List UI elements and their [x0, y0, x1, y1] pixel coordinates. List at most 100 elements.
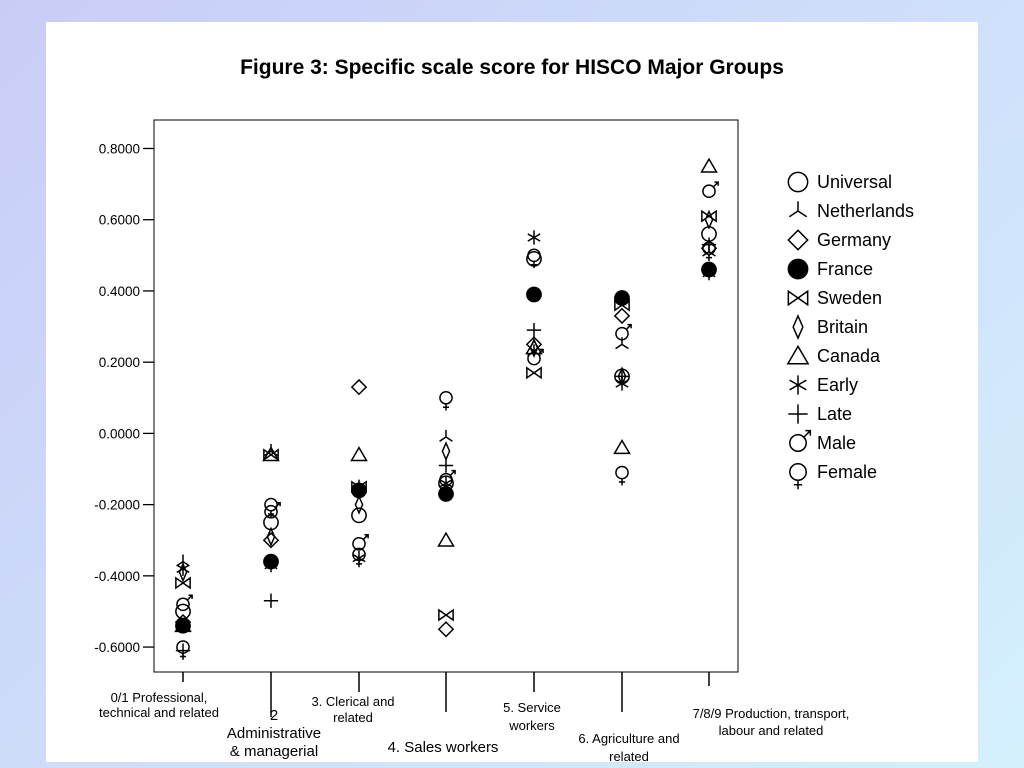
legend-marker-early — [789, 375, 807, 395]
x-category-label: 0/1 Professional, — [111, 690, 208, 705]
legend-label: France — [817, 259, 873, 279]
data-point-sweden — [438, 608, 454, 622]
data-point-male — [176, 594, 193, 612]
data-point-netherlands — [264, 444, 278, 457]
x-category-label: Administrative — [227, 725, 321, 742]
data-point-canada — [613, 439, 631, 455]
data-point-britain — [354, 494, 364, 515]
x-category-label: related — [333, 710, 373, 725]
data-point-early — [527, 230, 541, 245]
x-category-label: labour and related — [719, 723, 824, 738]
legend-label: Sweden — [817, 288, 882, 308]
data-points — [174, 157, 719, 660]
data-point-early — [702, 265, 716, 281]
data-point-late — [351, 483, 367, 498]
data-point-germany — [350, 378, 368, 396]
plot-frame — [153, 119, 739, 673]
data-point-germany — [613, 307, 631, 325]
legend-marker-late — [788, 404, 808, 424]
legend-label: Netherlands — [817, 201, 914, 221]
y-tick-label: -0.2000 — [94, 498, 140, 513]
x-category-label: 6. Agriculture and — [578, 731, 679, 746]
y-tick-label: 0.2000 — [99, 355, 140, 370]
data-point-canada — [350, 446, 368, 462]
slide-panel: Figure 3: Specific scale score for HISCO… — [46, 22, 978, 762]
data-point-britain — [266, 526, 276, 547]
data-point-late — [614, 369, 630, 384]
legend-label: Britain — [817, 317, 868, 337]
legend-marker-universal — [787, 171, 809, 193]
legend-marker-netherlands — [788, 201, 808, 218]
data-point-britain — [441, 441, 451, 462]
x-category-label: 5. Service — [503, 700, 561, 715]
x-category-label: & managerial — [230, 743, 318, 760]
legend-label: Canada — [817, 346, 881, 366]
data-point-late — [263, 593, 279, 608]
data-point-male — [702, 181, 719, 199]
data-point-female — [264, 497, 278, 518]
x-category-label: technical and related — [99, 705, 219, 720]
legend-marker-canada — [786, 344, 810, 365]
y-tick-label: -0.4000 — [94, 569, 140, 584]
data-point-sweden — [175, 576, 191, 590]
data-point-britain — [704, 209, 714, 230]
data-point-male — [527, 348, 544, 366]
scatter-chart: 0.8000 0.6000 0.4000 0.2000 0.0000 -0.2000 -0.… — [94, 119, 914, 762]
legend-label: Late — [817, 404, 852, 424]
data-point-canada — [262, 446, 280, 462]
data-point-late — [526, 322, 542, 338]
data-point-universal — [351, 507, 367, 524]
data-point-sweden — [263, 448, 279, 462]
data-point-canada — [525, 339, 543, 355]
legend-marker-germany — [787, 229, 809, 251]
data-point-early — [176, 561, 190, 576]
legend-label: Germany — [817, 230, 891, 250]
y-tick-label: 0.6000 — [99, 213, 140, 228]
y-axis: 0.8000 0.6000 0.4000 0.2000 0.0000 -0.2000 -0.… — [94, 141, 154, 655]
data-point-germany — [525, 336, 543, 353]
x-axis: 0/1 Professional,technical and related 2A… — [99, 672, 849, 762]
data-point-female — [352, 547, 366, 568]
data-point-male — [352, 533, 369, 551]
y-tick-label: -0.6000 — [94, 640, 140, 655]
x-category-label: workers — [508, 718, 555, 733]
x-category-label: 2 — [270, 707, 278, 724]
y-tick-label: 0.4000 — [99, 284, 140, 299]
y-tick-label: 0.0000 — [99, 426, 140, 441]
data-point-male — [439, 469, 456, 487]
data-point-female — [439, 390, 453, 411]
data-point-netherlands — [615, 337, 629, 350]
legend-marker-female — [789, 463, 807, 490]
data-point-late — [438, 458, 454, 473]
data-point-germany — [437, 621, 455, 638]
plot-border — [153, 119, 739, 673]
x-category-label: related — [609, 749, 649, 762]
data-point-france — [526, 286, 542, 303]
x-category-label: 4. Sales workers — [388, 739, 499, 756]
legend-marker-sweden — [787, 289, 809, 307]
data-point-sweden — [614, 298, 630, 312]
legend-label: Early — [817, 375, 858, 395]
data-point-canada — [174, 617, 192, 633]
data-point-early — [264, 558, 278, 573]
legend-marker-britain — [792, 314, 804, 340]
y-tick-label: 0.8000 — [99, 141, 140, 156]
legend: Universal Netherlands Germany France Sweden B… — [786, 171, 914, 490]
data-point-female — [176, 640, 190, 660]
data-point-sweden — [351, 480, 367, 494]
data-point-male — [615, 323, 632, 341]
data-point-female — [527, 248, 541, 269]
data-point-female — [702, 241, 716, 261]
data-point-canada — [700, 157, 718, 173]
data-point-female — [615, 465, 629, 486]
legend-label: Female — [817, 462, 877, 482]
x-category-label: 3. Clerical and — [311, 694, 394, 709]
data-point-france — [614, 290, 630, 306]
legend-marker-male — [789, 429, 812, 452]
data-point-sweden — [526, 366, 542, 380]
data-point-germany — [262, 532, 280, 549]
x-category-label: 7/8/9 Production, transport, — [693, 706, 850, 721]
data-point-netherlands — [439, 429, 453, 442]
data-point-canada — [437, 531, 455, 547]
legend-marker-france — [787, 258, 809, 280]
